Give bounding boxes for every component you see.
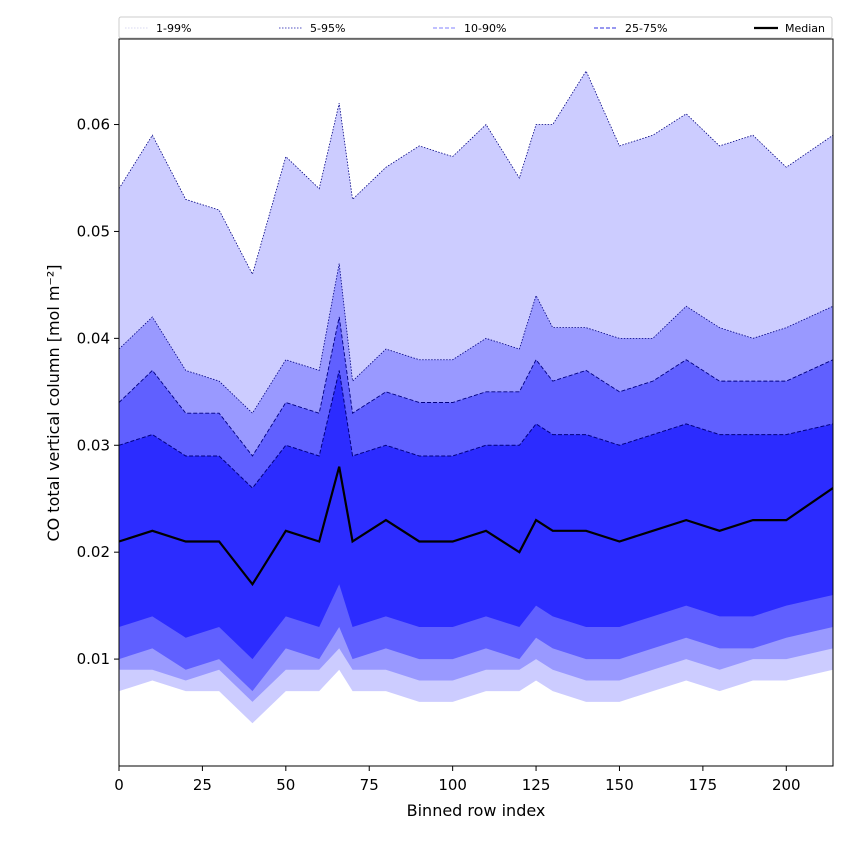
p99-line — [119, 70, 833, 276]
legend-label: 1-99% — [156, 22, 191, 35]
y-tick-label: 0.03 — [77, 436, 110, 454]
y-tick-label: 0.06 — [77, 116, 110, 134]
p75-line — [119, 370, 833, 489]
x-tick-label: 0 — [114, 776, 124, 794]
p95-line — [119, 263, 833, 414]
y-tick-label: 0.02 — [77, 543, 110, 561]
legend-label: 10-90% — [464, 22, 506, 35]
axes-frame — [118, 38, 834, 767]
legend: 1-99% 5-95% 10-90% 25-75% Median — [118, 16, 833, 39]
x-axis-label: Binned row index — [407, 801, 546, 820]
y-tick-label: 0.04 — [77, 329, 110, 347]
legend-label: Median — [785, 22, 825, 35]
y-axis-label: CO total vertical column [mol m⁻²] — [44, 264, 63, 541]
p90-line — [119, 316, 833, 457]
x-tick-label: 150 — [605, 776, 634, 794]
x-tick-label: 175 — [689, 776, 718, 794]
band-25-75 — [119, 370, 833, 660]
legend-label: 5-95% — [310, 22, 345, 35]
axes: 0 25 50 75 100 125 150 175 200 0.01 0.02 0.03 0.04 0.… — [77, 38, 834, 794]
x-tick-label: 100 — [438, 776, 467, 794]
legend-label: 25-75% — [625, 22, 667, 35]
legend-box — [118, 16, 833, 39]
y-tick-label: 0.01 — [77, 650, 110, 668]
y-tick-label: 0.05 — [77, 222, 110, 240]
x-tick-label: 125 — [522, 776, 551, 794]
x-tick-label: 75 — [360, 776, 379, 794]
x-tick-label: 200 — [772, 776, 801, 794]
x-tick-label: 25 — [193, 776, 212, 794]
x-tick-label: 50 — [276, 776, 295, 794]
median-line — [119, 466, 833, 587]
plot-area — [119, 70, 833, 724]
